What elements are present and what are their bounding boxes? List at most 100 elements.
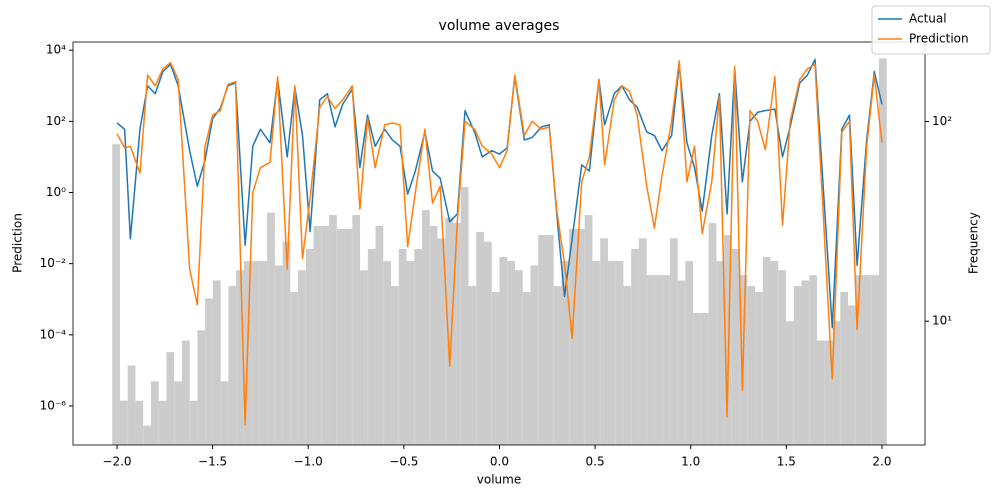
histogram-bar xyxy=(848,305,856,445)
y-tick-label: 10⁻⁴ xyxy=(40,327,67,341)
histogram-bar xyxy=(755,292,763,445)
x-tick-label: −0.5 xyxy=(389,455,418,469)
histogram-bar xyxy=(654,275,663,445)
histogram-bar xyxy=(383,261,392,445)
histogram-bar xyxy=(282,241,291,445)
histogram-bar xyxy=(801,280,810,445)
histogram-bar xyxy=(817,340,825,445)
histogram-bar xyxy=(119,400,128,445)
histogram-bar xyxy=(127,365,136,445)
histogram-bar xyxy=(840,292,849,445)
histogram-bar xyxy=(360,270,368,445)
histogram-bar xyxy=(522,292,531,445)
y-tick-label: 10⁻² xyxy=(40,256,67,270)
histogram-bar xyxy=(228,286,237,445)
histogram-bar xyxy=(460,186,469,445)
histogram-bar xyxy=(391,286,399,445)
histogram-bar xyxy=(150,381,159,445)
histogram-bar xyxy=(592,261,601,445)
histogram-bar xyxy=(700,312,709,445)
histogram-bar xyxy=(708,223,717,445)
histogram-bar xyxy=(762,256,771,445)
histogram-bar xyxy=(499,256,508,445)
histogram-bar xyxy=(693,312,701,445)
histogram-bar xyxy=(724,235,732,445)
histogram-bar xyxy=(367,248,376,445)
histogram-bar xyxy=(267,212,275,445)
histogram-bar xyxy=(158,400,167,445)
line-series xyxy=(116,58,883,329)
histogram-bar xyxy=(220,381,229,445)
histogram-bar xyxy=(600,238,608,445)
histogram-bar xyxy=(236,270,244,445)
histogram-bar xyxy=(445,217,454,445)
histogram-bar xyxy=(429,225,438,445)
histogram-bar xyxy=(181,340,190,445)
histogram-bar xyxy=(375,225,384,445)
histogram-bar xyxy=(205,298,213,445)
histogram-bar xyxy=(576,228,585,445)
histogram-bar xyxy=(483,241,492,445)
histogram-bar xyxy=(747,286,756,445)
y-tick-label: 10⁴ xyxy=(46,43,66,57)
histogram-bar xyxy=(197,330,206,445)
histogram-bar xyxy=(716,261,725,445)
histogram-bar xyxy=(793,286,802,445)
histogram-bar xyxy=(344,228,353,445)
histogram-bar xyxy=(871,275,880,445)
histogram-bar xyxy=(112,144,120,445)
y-axis-label: Prediction xyxy=(11,213,25,273)
y-tick-label: 10⁰ xyxy=(46,185,66,199)
histogram-bar xyxy=(476,231,484,445)
histogram-bar xyxy=(623,286,632,445)
histogram-bar xyxy=(584,215,593,445)
histogram-bar xyxy=(422,210,430,445)
histogram-bar xyxy=(135,400,144,445)
histogram-bar xyxy=(731,248,740,445)
histogram-bar xyxy=(398,248,407,445)
histogram-bar xyxy=(491,292,500,445)
y-tick-label: 10⁻⁶ xyxy=(40,398,67,412)
histogram-bar xyxy=(321,225,330,445)
histogram-bar xyxy=(553,286,562,445)
histogram-bar xyxy=(538,235,546,445)
histogram-bar xyxy=(863,275,872,445)
x-tick-label: 2.0 xyxy=(872,455,891,469)
y2-axis-label: Frequency xyxy=(967,212,981,274)
x-tick-label: −1.0 xyxy=(294,455,323,469)
x-tick-label: −2.0 xyxy=(102,455,131,469)
histogram-bar xyxy=(530,265,539,445)
histogram-bar xyxy=(631,248,639,445)
histogram-bar xyxy=(607,261,616,445)
line-series xyxy=(116,60,883,426)
histogram-bar xyxy=(166,352,175,445)
histogram-bar xyxy=(879,58,887,445)
histogram-bar xyxy=(305,248,314,445)
histogram-bar xyxy=(336,228,345,445)
histogram-bar xyxy=(855,275,864,445)
histogram-bar xyxy=(313,225,322,445)
histogram-bar xyxy=(414,248,423,445)
chart-title: volume averages xyxy=(439,18,560,34)
histogram-bar xyxy=(809,275,818,445)
histogram-bar xyxy=(545,235,554,445)
histogram-bar xyxy=(174,381,182,445)
histogram-bar xyxy=(662,275,670,445)
histogram-bar xyxy=(143,425,151,445)
histogram-bar xyxy=(677,280,686,445)
histogram-bar xyxy=(251,261,260,445)
histogram-bar xyxy=(832,321,841,445)
histogram-bar xyxy=(561,261,570,445)
histogram-bar xyxy=(786,321,794,445)
histogram-bar xyxy=(298,270,306,445)
y2-tick-label: 10¹ xyxy=(932,314,952,328)
histogram-bar xyxy=(406,261,415,445)
histogram-bar xyxy=(290,292,299,445)
histogram-bar xyxy=(615,261,624,445)
x-tick-label: −1.5 xyxy=(198,455,227,469)
histogram-bar xyxy=(770,261,779,445)
histogram-bar xyxy=(212,280,221,445)
y2-tick-label: 10² xyxy=(932,114,952,128)
histogram-bar xyxy=(638,238,647,445)
